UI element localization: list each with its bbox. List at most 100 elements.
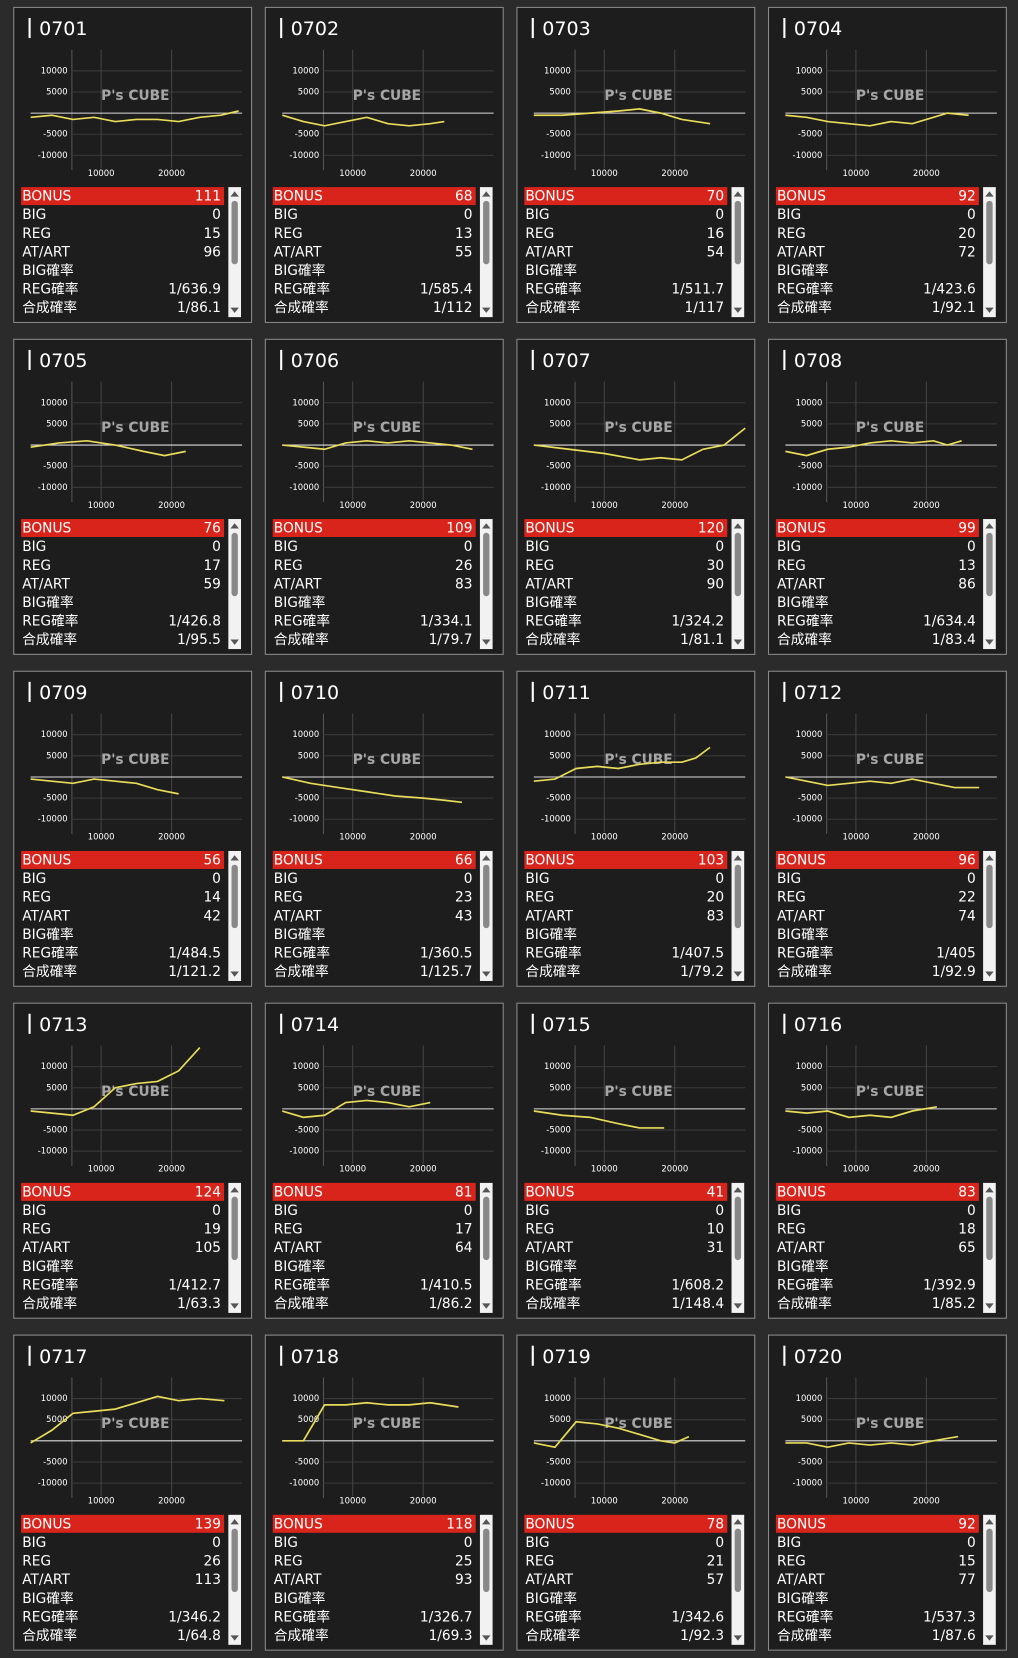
x-tick-label: 20000 — [158, 832, 185, 842]
row-label: REG確率 — [777, 1276, 834, 1293]
data-line — [785, 1105, 938, 1119]
panel-title: 0717 — [39, 1346, 87, 1368]
scrollbar-thumb — [231, 200, 238, 265]
row-label: BIG — [22, 207, 46, 223]
scroll-down-arrow — [482, 971, 491, 977]
row-label: REG — [22, 558, 51, 574]
y-tick-label: -5000 — [43, 461, 68, 471]
row-label: REG確率 — [777, 945, 834, 962]
row-value: 1/405 — [936, 946, 976, 962]
y-tick-label: 10000 — [292, 397, 319, 407]
y-tick-label: 10000 — [292, 65, 319, 75]
scroll-up-arrow — [230, 1187, 239, 1193]
row-value: 1/634.4 — [923, 614, 976, 630]
row-label: AT/ART — [22, 576, 70, 592]
scroll-up-arrow — [482, 855, 491, 861]
x-tick-label: 10000 — [591, 168, 618, 178]
panel-title: 0713 — [39, 1014, 87, 1036]
panel-title: 0703 — [542, 18, 590, 40]
y-tick-label: -10000 — [289, 814, 319, 824]
panel-title: 0716 — [794, 1014, 842, 1036]
row-value: 31 — [707, 1240, 724, 1256]
row-label: REG — [274, 890, 303, 906]
row-value: 15 — [203, 226, 220, 242]
y-tick-label: 10000 — [796, 729, 823, 739]
row-value: 0 — [212, 1203, 221, 1219]
panel: 0703 10000 5000 -5000 -10000 10000 20000 P's CU… — [516, 6, 756, 323]
panel-frame — [264, 1002, 504, 1319]
row-value: 25 — [455, 1554, 472, 1570]
bonus-row-bg — [21, 1182, 225, 1201]
row-value: 0 — [212, 539, 221, 555]
panel-title: 0707 — [542, 350, 590, 372]
panel-frame — [264, 338, 504, 655]
scrollbar-thumb — [483, 1196, 490, 1261]
y-tick-label: -5000 — [43, 1125, 68, 1135]
y-tick-label: 10000 — [796, 1061, 823, 1071]
row-value: 70 — [707, 189, 724, 205]
bonus-row-bg — [775, 519, 979, 538]
panel-frame — [767, 6, 1007, 323]
row-value: 0 — [967, 207, 976, 223]
y-tick-label: -10000 — [541, 150, 571, 160]
scroll-up-arrow — [733, 855, 743, 861]
scroll-up-arrow — [733, 1187, 743, 1193]
row-label: BIG — [777, 539, 801, 555]
scroll-up-arrow — [985, 523, 994, 529]
x-tick-label: 10000 — [842, 1164, 869, 1174]
row-label: AT/ART — [525, 576, 573, 592]
y-tick-label: 5000 — [298, 1414, 319, 1424]
row-label: BIG確率 — [274, 1258, 326, 1275]
row-value: 96 — [958, 852, 975, 868]
y-tick-label: -5000 — [295, 1456, 320, 1466]
row-label: BIG確率 — [22, 1590, 74, 1607]
scroll-up-arrow — [230, 191, 239, 197]
row-label: REG — [525, 226, 554, 242]
panel-frame — [767, 1334, 1007, 1651]
scroll-up-arrow — [733, 1519, 743, 1525]
scroll-down-arrow — [985, 639, 994, 645]
row-label: REG — [777, 1554, 806, 1570]
y-tick-label: 10000 — [544, 65, 571, 75]
panel-frame — [516, 1334, 756, 1651]
scrollbar-thumb — [734, 1528, 742, 1592]
row-value: 13 — [455, 226, 472, 242]
data-line — [30, 439, 186, 457]
row-label: AT/ART — [525, 1572, 573, 1588]
x-tick-label: 10000 — [88, 1164, 115, 1174]
row-label: BONUS — [525, 1184, 574, 1200]
bonus-row-bg — [524, 1514, 728, 1533]
row-label: BIG確率 — [274, 1590, 326, 1607]
watermark: P's CUBE — [856, 420, 924, 436]
data-line — [282, 439, 473, 451]
row-label: 合成確率 — [274, 1627, 329, 1644]
x-tick-label: 20000 — [661, 1496, 688, 1506]
row-label: REG — [777, 558, 806, 574]
panel-title: 0708 — [794, 350, 842, 372]
y-tick-label: -5000 — [798, 461, 823, 471]
row-label: BONUS — [22, 521, 71, 537]
bonus-row-bg — [524, 187, 728, 206]
row-label: AT/ART — [274, 1240, 322, 1256]
y-tick-label: 5000 — [549, 1414, 570, 1424]
data-line — [30, 778, 179, 795]
panel: 0705 10000 5000 -5000 -10000 10000 20000 P's CU… — [13, 338, 253, 655]
y-tick-label: 5000 — [549, 418, 570, 428]
y-tick-label: -10000 — [541, 1478, 571, 1488]
row-label: 合成確率 — [777, 299, 832, 316]
row-label: BIG — [274, 871, 298, 887]
row-value: 0 — [715, 539, 724, 555]
x-tick-label: 10000 — [339, 500, 366, 510]
row-label: AT/ART — [22, 1240, 70, 1256]
scroll-up-arrow — [733, 523, 743, 529]
y-tick-label: -5000 — [798, 793, 823, 803]
scrollbar-thumb — [734, 200, 742, 265]
data-line — [533, 746, 711, 783]
row-value: 139 — [195, 1516, 221, 1532]
row-label: 合成確率 — [525, 963, 580, 980]
y-tick-label: 10000 — [41, 1061, 68, 1071]
scrollbar-thumb — [734, 1196, 742, 1261]
scrollbar-thumb — [231, 864, 238, 929]
